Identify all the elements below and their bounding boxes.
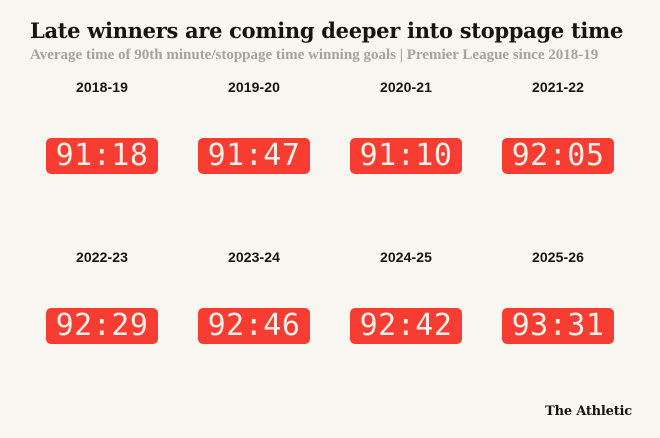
clock-display: 91:18 [46,138,158,174]
season-label: 2021-22 [531,79,585,95]
page-subtitle: Average time of 90th minute/stoppage tim… [30,47,599,63]
clock-time: 91:18 [55,138,149,173]
season-label: 2024-25 [379,249,433,265]
season-cell: 2019-20 91:47 [198,78,310,174]
clock-display: 93:31 [502,308,614,344]
clock-time: 91:47 [207,138,301,173]
season-label: 2023-24 [227,249,281,265]
season-cell: 2023-24 92:46 [198,248,310,344]
clock-time: 92:29 [55,308,149,343]
clock-display: 92:42 [350,308,462,344]
clock-time: 92:42 [359,308,453,343]
clock-time: 93:31 [511,308,605,343]
season-label: 2020-21 [379,79,433,95]
season-label: 2018-19 [75,79,129,95]
clock-row-2: 2022-23 92:29 2023-24 92:46 2024-25 92:4… [26,248,634,344]
clock-row-1: 2018-19 91:18 2019-20 91:47 2020-21 91:1… [26,78,634,174]
season-cell: 2022-23 92:29 [46,248,158,344]
clock-time: 91:10 [359,138,453,173]
season-label: 2019-20 [227,79,281,95]
season-cell: 2020-21 91:10 [350,78,462,174]
clock-display: 92:46 [198,308,310,344]
season-cell: 2018-19 91:18 [46,78,158,174]
clock-display: 92:05 [502,138,614,174]
season-label: 2022-23 [75,249,129,265]
season-label: 2025-26 [531,249,585,265]
clock-display: 92:29 [46,308,158,344]
clock-display: 91:47 [198,138,310,174]
clock-time: 92:46 [207,308,301,343]
the-athletic-logo: The Athletic [545,404,632,419]
page-title: Late winners are coming deeper into stop… [30,18,623,43]
season-cell: 2025-26 93:31 [502,248,614,344]
clock-display: 91:10 [350,138,462,174]
clock-time: 92:05 [511,138,605,173]
season-cell: 2024-25 92:42 [350,248,462,344]
season-cell: 2021-22 92:05 [502,78,614,174]
